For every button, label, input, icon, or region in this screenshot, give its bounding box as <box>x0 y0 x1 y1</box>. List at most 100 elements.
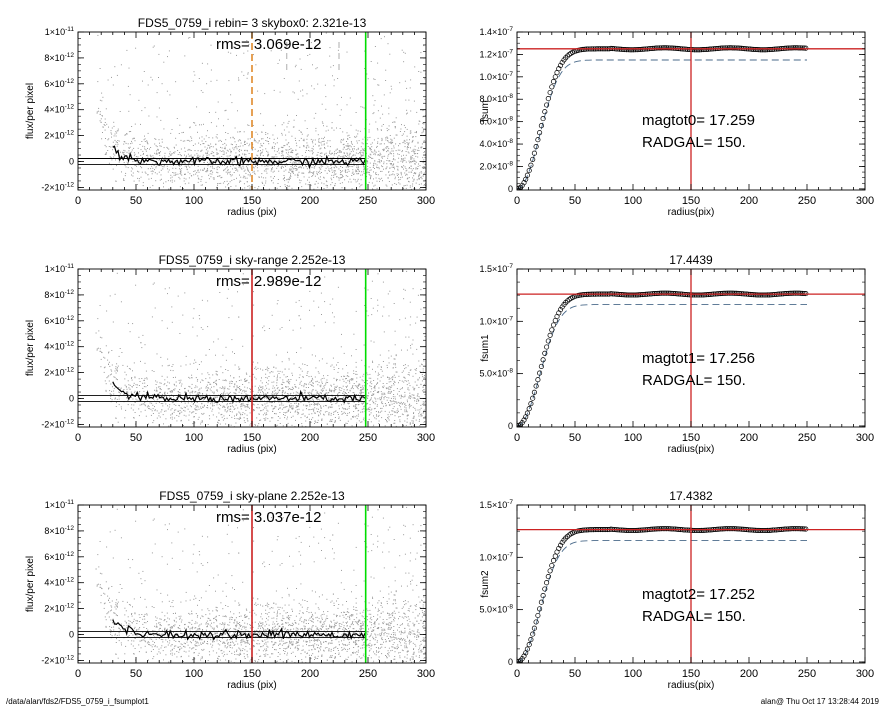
footer-user-timestamp: alan@ Thu Oct 17 13:28:44 2019 <box>760 697 879 706</box>
x-tick-label: 150 <box>243 195 261 207</box>
dashed-growth-curve <box>517 540 807 663</box>
x-tick-label: 150 <box>243 432 261 444</box>
x-tick-label: 200 <box>301 668 319 680</box>
scatter-points <box>96 32 426 190</box>
dashed-growth-curve <box>517 304 807 427</box>
y-tick-label: 8×10-12 <box>44 289 74 300</box>
y-tick-label: 8×10-12 <box>44 52 74 63</box>
x-tick-label: 200 <box>740 195 758 207</box>
panel-p5: rms= 3.037e-12 0 50 100 150 200 250 300 -2×10-12… <box>25 489 435 691</box>
x-axis-label: radius(pix) <box>668 207 715 218</box>
y-tick-label: -2×10-12 <box>41 418 74 429</box>
y-tick-label: 2.0×10-8 <box>479 160 513 171</box>
x-tick-label: 100 <box>624 668 642 680</box>
x-tick-label: 200 <box>301 432 319 444</box>
y-tick-label: 8×10-12 <box>44 525 74 536</box>
magtot-label: magtot1= 17.256 <box>642 350 755 367</box>
dashed-growth-curve <box>517 59 807 190</box>
radgal-label: RADGAL= 150. <box>642 134 746 151</box>
y-axis-label: flux/per pixel <box>25 556 36 612</box>
x-tick-label: 150 <box>243 668 261 680</box>
y-axis-label: flux/per pixel <box>25 83 36 139</box>
y-tick-label: 1.5×10-7 <box>479 499 513 510</box>
y-tick-label: 0 <box>508 421 513 431</box>
x-tick-label: 0 <box>75 195 81 207</box>
panel-title: FDS5_0759_i sky-range 2.252e-13 <box>159 253 346 267</box>
panel-p1: rms= 3.069e-12 0 50 100 150 200 250 300 -2×10-12… <box>25 16 435 218</box>
panel-title: FDS5_0759_i rebin= 3 skybox0: 2.321e-13 <box>138 16 367 30</box>
plot-area-p5 <box>78 505 426 663</box>
growth-curve-points <box>517 290 809 427</box>
x-tick-label: 300 <box>856 668 874 680</box>
x-tick-label: 0 <box>75 432 81 444</box>
y-tick-label: 4×10-12 <box>44 104 74 115</box>
plot-area-p4 <box>517 269 865 427</box>
x-tick-label: 150 <box>682 668 700 680</box>
y-tick-label: 1×10-11 <box>45 26 75 37</box>
rms-label: rms= 3.037e-12 <box>216 509 321 526</box>
x-tick-label: 100 <box>185 668 203 680</box>
y-tick-label: 1.0×10-7 <box>479 551 513 562</box>
x-tick-label: 300 <box>856 432 874 444</box>
y-tick-label: 0 <box>508 657 513 667</box>
magtot-label: magtot2= 17.252 <box>642 586 755 603</box>
panel-title: 17.4382 <box>669 489 713 503</box>
y-tick-label: 4×10-12 <box>44 577 74 588</box>
x-tick-label: 200 <box>740 432 758 444</box>
x-tick-label: 250 <box>359 432 377 444</box>
y-axis-label: fsum1 <box>480 334 491 362</box>
x-tick-label: 50 <box>130 432 142 444</box>
radgal-label: RADGAL= 150. <box>642 608 746 625</box>
y-tick-label: 6.0×10-8 <box>479 116 513 127</box>
x-tick-label: 50 <box>130 195 142 207</box>
y-tick-label: 0 <box>69 630 74 640</box>
plot-area-p2 <box>517 32 865 190</box>
y-axis-label: fsum <box>480 100 491 122</box>
y-tick-label: 1.2×10-7 <box>479 48 513 59</box>
y-tick-label: 1×10-11 <box>45 499 75 510</box>
x-tick-label: 50 <box>569 432 581 444</box>
x-tick-label: 300 <box>417 668 435 680</box>
y-tick-label: 8.0×10-8 <box>479 93 513 104</box>
x-tick-label: 100 <box>624 195 642 207</box>
x-tick-label: 150 <box>682 432 700 444</box>
x-tick-label: 300 <box>417 432 435 444</box>
x-tick-label: 250 <box>798 668 816 680</box>
rms-label: rms= 2.989e-12 <box>216 273 321 290</box>
y-tick-label: 1.5×10-7 <box>479 263 513 274</box>
mean-profile-line <box>112 381 366 404</box>
x-tick-label: 200 <box>301 195 319 207</box>
y-tick-label: 6×10-12 <box>44 551 74 562</box>
y-tick-label: 1.0×10-7 <box>479 315 513 326</box>
x-tick-label: 200 <box>740 668 758 680</box>
y-tick-label: 6×10-12 <box>44 78 74 89</box>
mean-profile-line <box>112 145 366 170</box>
y-tick-label: 1.4×10-7 <box>479 26 513 37</box>
rms-label: rms= 3.069e-12 <box>216 36 321 53</box>
x-tick-label: 50 <box>130 668 142 680</box>
y-tick-label: 1×10-11 <box>45 263 75 274</box>
y-tick-label: 2×10-12 <box>44 130 74 141</box>
plot-area-p6 <box>517 505 865 663</box>
panel-title: FDS5_0759_i sky-plane 2.252e-13 <box>159 489 345 503</box>
plot-area-p3 <box>78 269 426 427</box>
panel-title: 17.4439 <box>669 253 713 267</box>
radgal-label: RADGAL= 150. <box>642 372 746 389</box>
y-tick-label: 4×10-12 <box>44 341 74 352</box>
plot-area-p1 <box>78 32 426 190</box>
y-tick-label: 5.0×10-8 <box>479 604 513 615</box>
magtot-label: magtot0= 17.259 <box>642 112 755 129</box>
y-tick-label: 4.0×10-8 <box>479 138 513 149</box>
y-tick-label: 6×10-12 <box>44 315 74 326</box>
x-axis-label: radius (pix) <box>227 444 276 455</box>
y-tick-label: 0 <box>508 184 513 194</box>
y-tick-label: 0 <box>69 157 74 167</box>
x-tick-label: 100 <box>185 432 203 444</box>
x-axis-label: radius (pix) <box>227 680 276 691</box>
y-axis-label: flux/per pixel <box>25 320 36 376</box>
x-tick-label: 300 <box>417 195 435 207</box>
x-tick-label: 150 <box>682 195 700 207</box>
x-axis-label: radius(pix) <box>668 680 715 691</box>
x-tick-label: 100 <box>624 432 642 444</box>
x-tick-label: 300 <box>856 195 874 207</box>
